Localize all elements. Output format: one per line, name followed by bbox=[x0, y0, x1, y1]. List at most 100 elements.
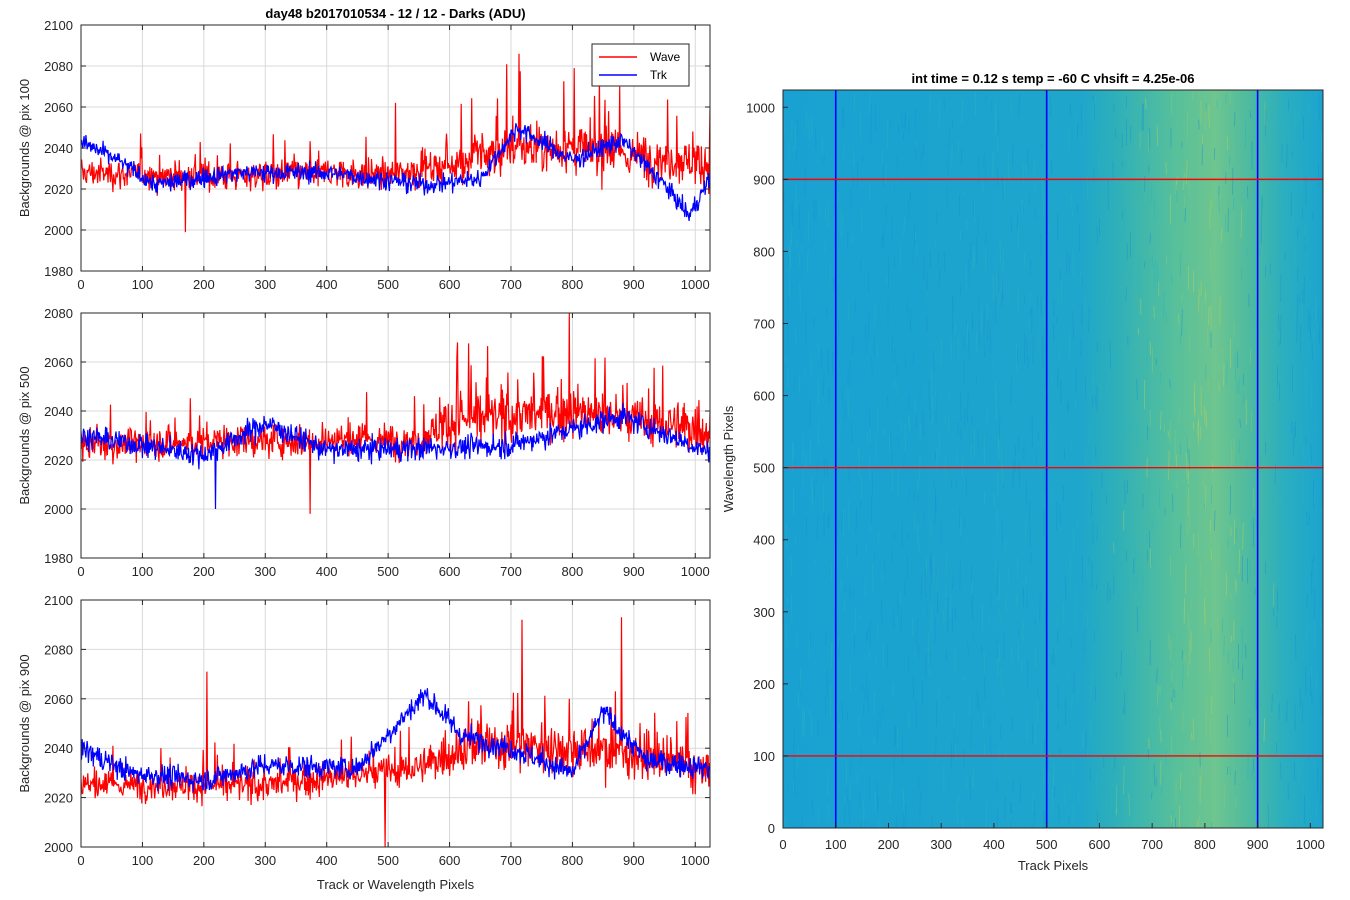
heatmap-streak bbox=[1203, 406, 1206, 423]
heatmap-streak bbox=[1186, 159, 1188, 185]
y-tick-label: 2040 bbox=[44, 404, 73, 419]
heatmap-streak bbox=[1179, 523, 1182, 548]
heatmap-streak bbox=[1081, 732, 1084, 749]
heatmap-streak bbox=[794, 535, 797, 543]
heatmap-streak bbox=[1034, 209, 1036, 219]
heatmap-streak bbox=[1115, 784, 1118, 809]
heatmap-streak bbox=[800, 229, 803, 246]
heatmap-streak bbox=[804, 369, 806, 376]
heatmap-streak bbox=[1123, 419, 1125, 433]
heatmap-streak bbox=[988, 616, 990, 625]
heatmap-streak bbox=[1070, 194, 1073, 207]
heatmap-streak bbox=[1310, 666, 1312, 682]
heatmap-streak bbox=[873, 736, 875, 745]
heatmap-streak bbox=[1039, 591, 1041, 621]
heatmap-streak bbox=[808, 120, 810, 141]
heatmap-streak bbox=[791, 224, 793, 246]
heatmap-streak bbox=[1130, 791, 1132, 822]
heatmap-streak bbox=[856, 773, 858, 786]
heatmap-streak bbox=[944, 417, 947, 425]
heatmap-streak bbox=[1252, 518, 1255, 548]
heatmap-streak bbox=[968, 695, 971, 717]
heatmap-streak bbox=[951, 311, 954, 339]
heatmap-streak bbox=[1296, 293, 1299, 315]
heatmap-streak bbox=[904, 354, 907, 371]
x-tick-label: 900 bbox=[623, 853, 645, 868]
y-tick-label: 2040 bbox=[44, 741, 73, 756]
heatmap-streak bbox=[945, 583, 947, 599]
heatmap-streak bbox=[1113, 542, 1115, 554]
heatmap-streak bbox=[871, 562, 874, 592]
heatmap-streak bbox=[850, 755, 852, 777]
y-tick-label: 2100 bbox=[44, 593, 73, 608]
heatmap-streak bbox=[912, 675, 915, 699]
heatmap-streak bbox=[926, 601, 928, 618]
heatmap-streak bbox=[1134, 552, 1137, 561]
heatmap-streak bbox=[897, 598, 899, 618]
heatmap-streak bbox=[1138, 256, 1141, 268]
heatmap-streak bbox=[1028, 501, 1031, 521]
heatmap-streak bbox=[1181, 649, 1184, 660]
heatmap-streak bbox=[795, 184, 797, 211]
x-tick-label: 900 bbox=[1247, 837, 1269, 852]
heatmap-streak bbox=[885, 164, 887, 184]
heatmap-streak bbox=[1124, 570, 1126, 585]
heatmap-streak bbox=[1088, 419, 1090, 446]
heatmap-streak bbox=[977, 429, 979, 450]
x-tick-label: 100 bbox=[132, 277, 154, 292]
heatmap-streak bbox=[955, 479, 958, 487]
heatmap-streak bbox=[1037, 686, 1039, 701]
heatmap-streak bbox=[1160, 729, 1162, 743]
heatmap-streak bbox=[897, 469, 899, 497]
heatmap-streak bbox=[931, 395, 934, 407]
heatmap-streak bbox=[1305, 436, 1307, 445]
heatmap-streak bbox=[942, 609, 945, 628]
heatmap-streak bbox=[1233, 682, 1235, 704]
heatmap-streak bbox=[1302, 445, 1305, 457]
x-tick-label: 100 bbox=[825, 837, 847, 852]
heatmap-streak bbox=[933, 556, 935, 586]
heatmap-streak bbox=[1112, 777, 1114, 787]
heatmap-streak bbox=[846, 787, 848, 804]
heatmap-streak bbox=[1149, 409, 1152, 427]
heatmap-streak bbox=[1179, 772, 1182, 790]
heatmap-streak bbox=[943, 251, 946, 273]
series-trk-line bbox=[81, 123, 710, 221]
heatmap-streak bbox=[960, 392, 962, 422]
heatmap-streak bbox=[1022, 206, 1025, 214]
heatmap-streak bbox=[1234, 354, 1237, 382]
heatmap-streak bbox=[1287, 772, 1289, 793]
heatmap-streak bbox=[985, 93, 987, 104]
heatmap-streak bbox=[1316, 306, 1318, 333]
heatmap-streak bbox=[1056, 501, 1058, 530]
heatmap-streak bbox=[973, 252, 975, 269]
x-tick-label: 0 bbox=[779, 837, 786, 852]
heatmap-streak bbox=[837, 521, 839, 537]
heatmap-streak bbox=[920, 150, 923, 167]
heatmap-streak bbox=[1275, 784, 1277, 792]
heatmap-streak bbox=[1022, 617, 1024, 642]
heatmap-streak bbox=[1040, 418, 1043, 447]
heatmap-streak bbox=[901, 114, 903, 129]
heatmap-streak bbox=[869, 619, 872, 647]
heatmap-streak bbox=[827, 773, 829, 797]
heatmap-streak bbox=[1017, 636, 1020, 663]
heatmap-streak bbox=[912, 349, 915, 367]
heatmap-streak bbox=[973, 427, 976, 456]
heatmap-streak bbox=[887, 396, 889, 407]
chart-title: day48 b2017010534 - 12 / 12 - Darks (ADU… bbox=[265, 6, 525, 21]
x-tick-label: 500 bbox=[1036, 837, 1058, 852]
heatmap-streak bbox=[1308, 189, 1311, 199]
heatmap-streak bbox=[953, 730, 955, 758]
heatmap-streak bbox=[860, 821, 863, 828]
heatmap-streak bbox=[1279, 185, 1281, 195]
heatmap-streak bbox=[870, 128, 872, 145]
heatmap-streak bbox=[945, 554, 948, 574]
heatmap-streak bbox=[1050, 97, 1052, 117]
heatmap-streak bbox=[1169, 420, 1171, 444]
heatmap-streak bbox=[1221, 227, 1223, 242]
heatmap-streak bbox=[1070, 638, 1072, 648]
heatmap-streak bbox=[997, 268, 1000, 293]
y-tick-label: 2000 bbox=[44, 840, 73, 855]
heatmap-streak bbox=[1186, 436, 1189, 459]
